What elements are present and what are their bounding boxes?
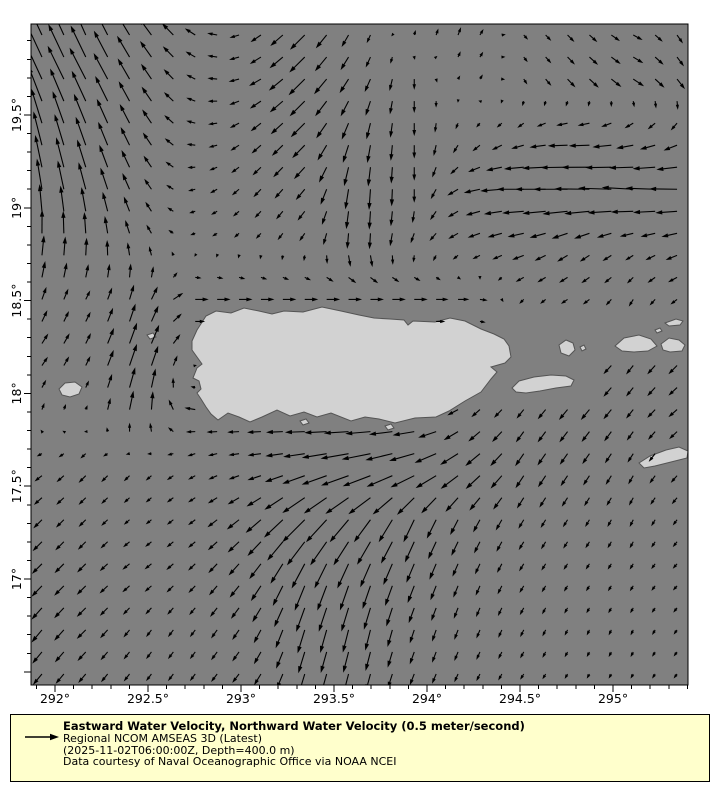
legend-model-line: Regional NCOM AMSEAS 3D (Latest) [63,731,262,745]
legend-timestamp-line: (2025-11-02T06:00:00Z, Depth=400.0 m) [63,743,295,757]
y-tick-label: 17° [9,568,24,590]
island-puerto-rico [191,306,512,424]
island-caja-de-muertos [299,418,310,426]
islands [58,306,688,469]
x-tick-label: 292° [40,691,70,706]
island-st-john [660,337,686,353]
x-tick-label: 292.5° [127,691,169,706]
axis-tick-labels: 292° 292.5° 293° 293.5° 294° 294.5° 295° 17° 17.… [9,98,628,706]
x-tick-label: 293° [226,691,256,706]
legend-title: Eastward Water Velocity, Northward Water… [63,719,525,733]
island-cayo-sur [384,423,395,431]
plot-border [30,23,689,686]
x-tick-label: 293.5° [313,691,355,706]
y-tick-label: 18.5° [9,284,24,318]
y-tick-label: 19.5° [9,98,24,132]
island-culebra [558,339,576,357]
x-tick-label: 295° [598,691,628,706]
y-tick-label: 19° [9,197,24,219]
legend-box: Eastward Water Velocity, Northward Water… [10,714,710,782]
island-st-thomas [614,334,658,353]
legend-credit-line: Data courtesy of Naval Oceanographic Off… [63,755,397,769]
y-tick-label: 17.5° [9,469,24,503]
x-tick-label: 294° [412,691,442,706]
quiver-arrows [31,24,685,685]
island-tortola [663,318,684,327]
y-tick-label: 18° [9,382,24,404]
island-vieques [511,374,575,394]
axis-ticks [24,40,688,692]
island-mona [58,381,83,398]
x-tick-label: 294.5° [499,691,541,706]
legend-reference-arrow-icon [25,727,59,741]
island-culebrita [579,344,587,352]
island-jost [654,327,663,334]
